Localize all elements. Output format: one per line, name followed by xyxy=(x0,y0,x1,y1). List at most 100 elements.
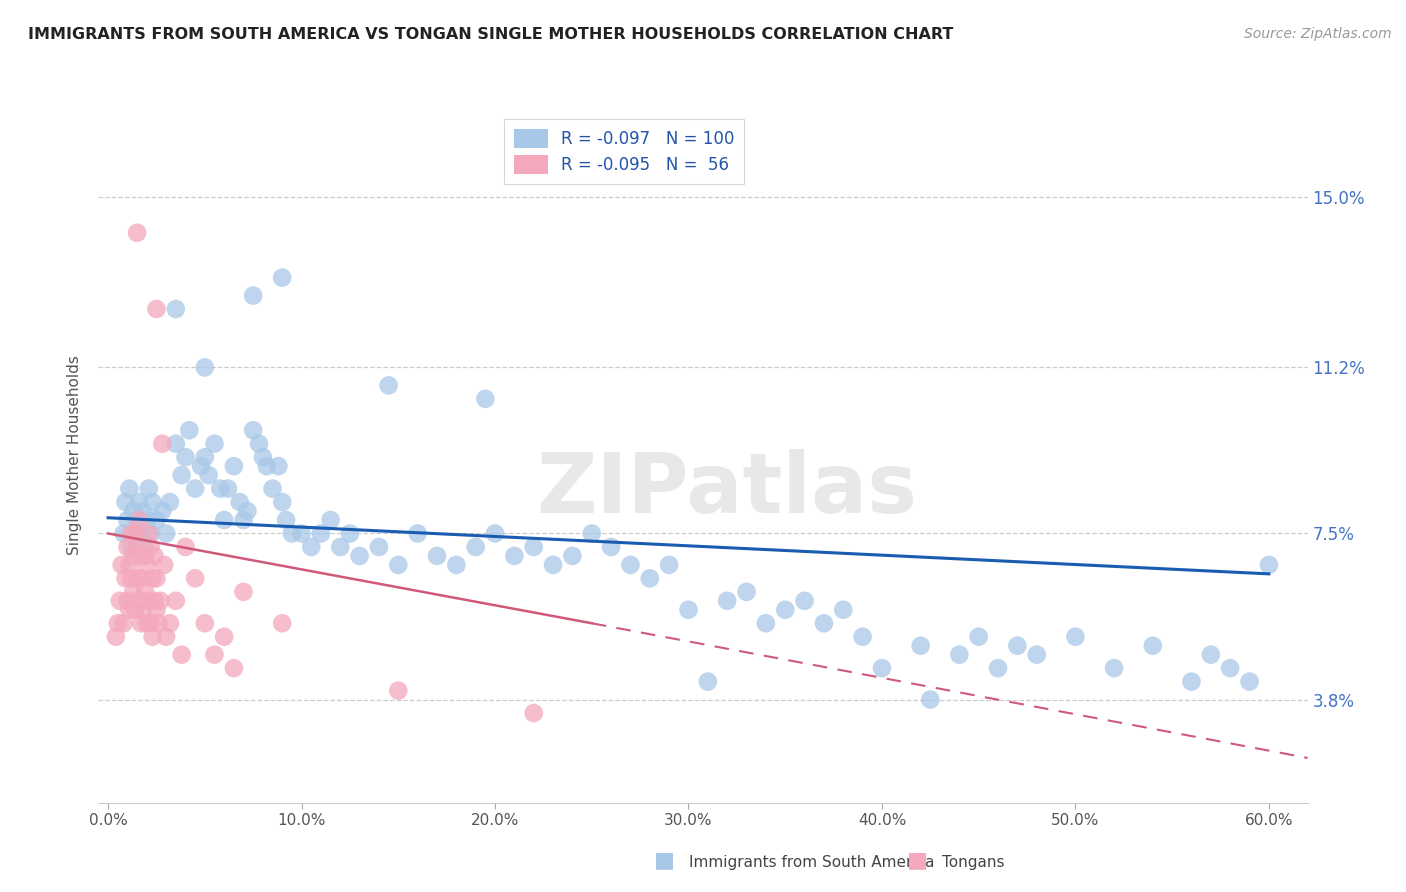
Point xyxy=(134,549,156,563)
Point xyxy=(122,584,145,599)
Point xyxy=(124,526,146,541)
Point xyxy=(271,495,294,509)
Point xyxy=(129,616,152,631)
Point xyxy=(120,540,142,554)
Text: ZIPatlas: ZIPatlas xyxy=(537,450,918,530)
Point xyxy=(190,459,212,474)
Point xyxy=(165,301,187,316)
Point xyxy=(793,594,815,608)
Text: ■: ■ xyxy=(654,850,675,870)
Point xyxy=(124,526,146,541)
Point xyxy=(159,495,181,509)
Point xyxy=(1180,674,1202,689)
Point xyxy=(619,558,641,572)
Point xyxy=(112,616,135,631)
Point xyxy=(139,526,162,541)
Point xyxy=(1025,648,1047,662)
Point xyxy=(114,571,136,585)
Point xyxy=(1142,639,1164,653)
Point xyxy=(212,630,235,644)
Point xyxy=(228,495,250,509)
Point xyxy=(920,692,942,706)
Point xyxy=(204,648,226,662)
Point xyxy=(127,513,149,527)
Point xyxy=(127,571,149,585)
Point xyxy=(118,558,141,572)
Point xyxy=(179,423,201,437)
Point xyxy=(184,571,207,585)
Point xyxy=(852,630,875,644)
Point xyxy=(319,513,342,527)
Point xyxy=(329,540,352,554)
Point xyxy=(128,513,150,527)
Point xyxy=(1257,558,1279,572)
Point xyxy=(135,616,157,631)
Point xyxy=(299,540,322,554)
Point xyxy=(262,482,284,496)
Point xyxy=(948,648,970,662)
Point xyxy=(638,571,661,585)
Point xyxy=(967,630,990,644)
Point xyxy=(600,540,623,554)
Point xyxy=(124,603,146,617)
Point xyxy=(194,616,217,631)
Point xyxy=(773,603,796,617)
Text: Source: ZipAtlas.com: Source: ZipAtlas.com xyxy=(1244,27,1392,41)
Point xyxy=(132,504,155,518)
Point xyxy=(145,513,167,527)
Point xyxy=(755,616,778,631)
Point xyxy=(174,540,197,554)
Point xyxy=(174,450,197,465)
Point xyxy=(145,571,167,585)
Point xyxy=(138,482,160,496)
Point xyxy=(149,594,172,608)
Point xyxy=(696,674,718,689)
Point xyxy=(523,706,546,720)
Point xyxy=(464,540,486,554)
Point xyxy=(118,603,141,617)
Point xyxy=(209,482,232,496)
Point xyxy=(1239,674,1261,689)
Point xyxy=(197,468,219,483)
Legend: R = -0.097   N = 100, R = -0.095   N =  56: R = -0.097 N = 100, R = -0.095 N = 56 xyxy=(505,119,744,184)
Point xyxy=(111,558,134,572)
Point xyxy=(117,513,139,527)
Point xyxy=(541,558,564,572)
Point xyxy=(145,301,167,316)
Point xyxy=(159,616,181,631)
Y-axis label: Single Mother Households: Single Mother Households xyxy=(67,355,83,555)
Point xyxy=(117,594,139,608)
Point xyxy=(148,616,170,631)
Point xyxy=(581,526,603,541)
Point xyxy=(349,549,371,563)
Point xyxy=(222,459,245,474)
Point xyxy=(987,661,1010,675)
Point xyxy=(150,436,173,450)
Point xyxy=(127,226,149,240)
Point xyxy=(204,436,226,450)
Point xyxy=(122,504,145,518)
Point xyxy=(120,571,142,585)
Point xyxy=(1199,648,1222,662)
Point xyxy=(290,526,312,541)
Point xyxy=(271,270,294,285)
Point xyxy=(658,558,681,572)
Point xyxy=(484,526,506,541)
Point xyxy=(242,288,264,302)
Point xyxy=(120,526,142,541)
Point xyxy=(129,571,152,585)
Point xyxy=(170,468,193,483)
Point xyxy=(108,594,131,608)
Point xyxy=(155,630,177,644)
Point xyxy=(128,495,150,509)
Point xyxy=(138,526,160,541)
Point xyxy=(135,513,157,527)
Point xyxy=(143,549,166,563)
Point xyxy=(267,459,290,474)
Point xyxy=(813,616,835,631)
Point xyxy=(122,549,145,563)
Point xyxy=(155,526,177,541)
Point xyxy=(170,648,193,662)
Point xyxy=(138,594,160,608)
Point xyxy=(127,540,149,554)
